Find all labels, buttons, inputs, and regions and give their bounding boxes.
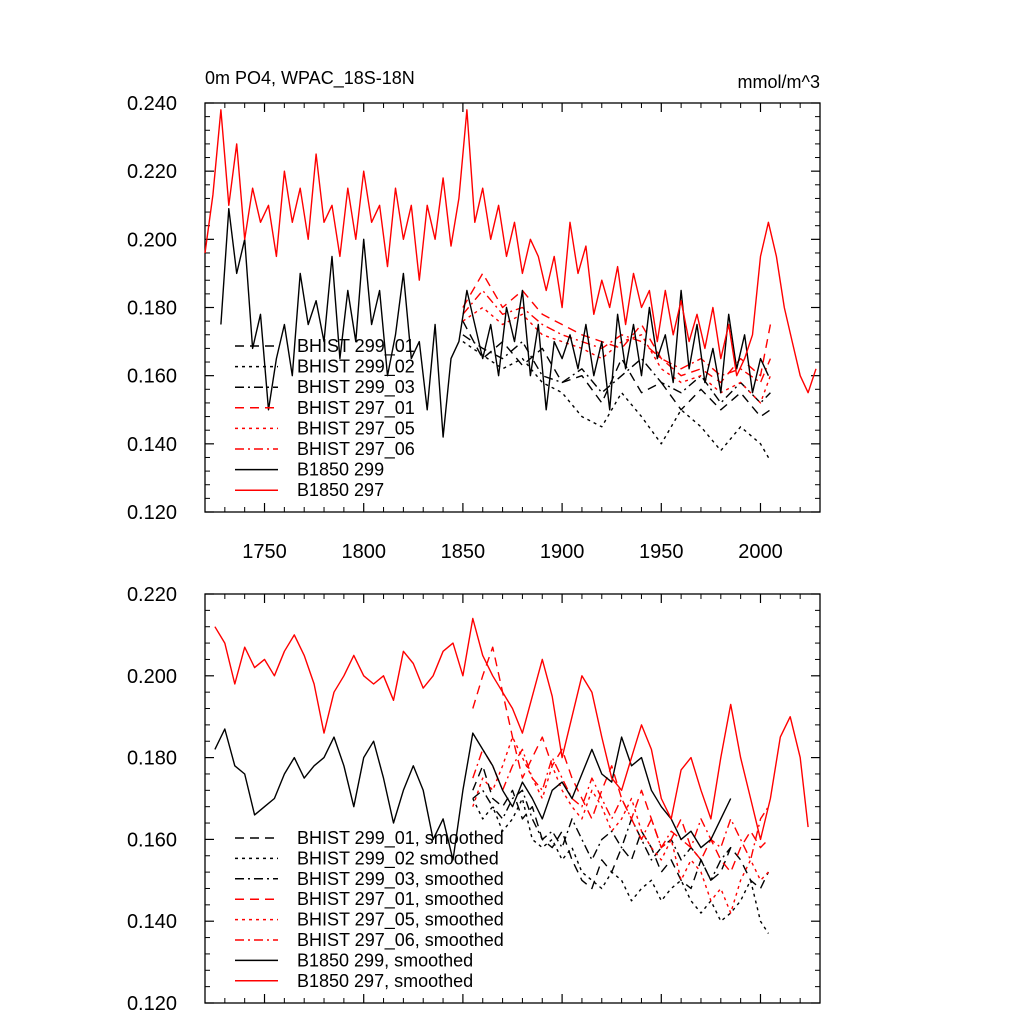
bottom-axis-ticks: 0.120 0.140 0.160 0.180 0.200 0.220 [127, 584, 821, 1015]
bottom-plot-frame [204, 593, 821, 1004]
ytick-label: 0.160 [127, 366, 177, 388]
ytick-label: 0.140 [127, 434, 177, 456]
ytick-label: 0.180 [127, 748, 177, 770]
series-line-bhist-299-02-smoothed [472, 797, 769, 934]
xtick-label: 1800 [341, 541, 386, 563]
ytick-label: 0.220 [127, 584, 177, 606]
bottom-panel: 0.120 0.140 0.160 0.180 0.200 0.220 BHIST 299… [127, 584, 821, 1015]
top-axis-ticks: 0.120 0.140 0.160 0.180 0.200 0.220 0.240 1750 1… [127, 93, 821, 563]
series-line-bhist-297-01 [462, 272, 772, 384]
ytick-label: 0.120 [127, 993, 177, 1015]
legend-label: BHIST 297_06, smoothed [297, 930, 504, 951]
series-line-bhist-297-05-smoothed [472, 736, 769, 914]
ytick-label: 0.200 [127, 666, 177, 688]
bottom-series-lines [214, 617, 809, 934]
ytick-label: 0.140 [127, 911, 177, 933]
legend-label: BHIST 299_02 [297, 357, 415, 378]
series-line-bhist-297-01-smoothed [472, 646, 769, 873]
legend-label: BHIST 297_05 [297, 418, 415, 439]
ytick-label: 0.240 [127, 93, 177, 115]
legend-label: B1850 297, smoothed [297, 971, 473, 991]
top-panel: 0m PO4, WPAC_18S-18N mmol/m^3 0.120 0.140… [127, 68, 821, 563]
top-chart-units: mmol/m^3 [738, 72, 820, 92]
series-line-b1850-297 [204, 109, 817, 394]
xtick-label: 2000 [738, 541, 783, 563]
legend-label: BHIST 299_01 [297, 336, 415, 357]
series-line-bhist-299-01-smoothed [472, 765, 770, 890]
ytick-label: 0.180 [127, 298, 177, 320]
ytick-label: 0.120 [127, 502, 177, 524]
series-line-bhist-299-03-smoothed [472, 789, 732, 881]
top-series-lines [204, 109, 817, 462]
legend-label: B1850 299, smoothed [297, 950, 473, 970]
ytick-label: 0.220 [127, 161, 177, 183]
ytick-label: 0.200 [127, 229, 177, 251]
legend-label: BHIST 299_03 [297, 377, 415, 398]
series-line-b1850-299-smoothed [214, 728, 732, 861]
xtick-label: 1900 [540, 541, 585, 563]
legend-label: BHIST 299_02 smoothed [297, 848, 499, 869]
top-chart-title: 0m PO4, WPAC_18S-18N [205, 68, 415, 89]
legend-label: BHIST 299_01, smoothed [297, 828, 504, 849]
legend-label: B1850 299 [297, 460, 384, 480]
xtick-label: 1850 [441, 541, 486, 563]
series-line-bhist-299-03 [462, 334, 771, 404]
legend-label: BHIST 297_01 [297, 398, 415, 419]
legend-label: BHIST 299_03, smoothed [297, 869, 504, 890]
legend-label: B1850 297 [297, 480, 384, 500]
xtick-label: 1750 [242, 541, 287, 563]
legend-label: BHIST 297_05, smoothed [297, 910, 504, 931]
legend-label: BHIST 297_01, smoothed [297, 889, 504, 910]
series-line-bhist-297-06-smoothed [472, 748, 769, 861]
legend-label: BHIST 297_06 [297, 439, 415, 460]
series-line-bhist-297-06 [462, 289, 772, 384]
ytick-label: 0.160 [127, 829, 177, 851]
xtick-label: 1950 [639, 541, 684, 563]
series-line-b1850-299 [220, 207, 770, 438]
series-line-b1850-297-smoothed [214, 617, 809, 841]
